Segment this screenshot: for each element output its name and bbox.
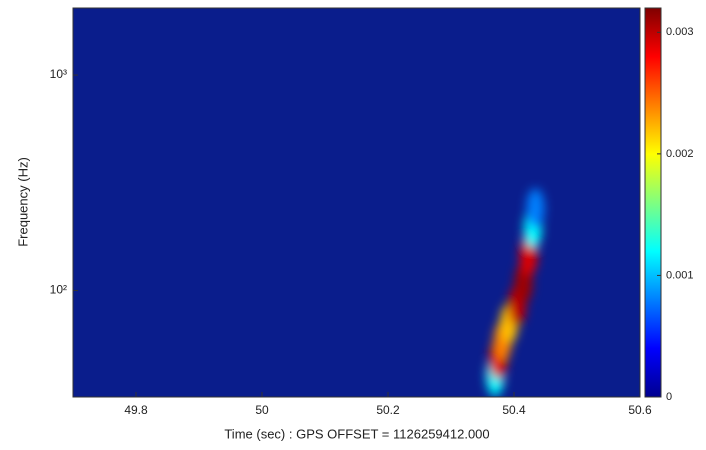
x-axis-label: Time (sec) : GPS OFFSET = 1126259412.000 bbox=[224, 426, 489, 441]
colorbar-tick-label: 0.001 bbox=[666, 269, 694, 281]
x-tick-label: 49.8 bbox=[124, 403, 148, 417]
colorbar-tick-label: 0.002 bbox=[666, 148, 694, 160]
y-tick-label: 10³ bbox=[50, 67, 67, 81]
colorbar bbox=[644, 7, 662, 398]
y-axis-label: Frequency (Hz) bbox=[15, 157, 30, 247]
spectrogram-blob bbox=[526, 188, 545, 229]
plot-frame bbox=[72, 7, 641, 398]
x-tick-label: 50.2 bbox=[376, 403, 400, 417]
colorbar-tick-label: 0.003 bbox=[666, 26, 694, 38]
x-tick-label: 50.4 bbox=[502, 403, 526, 417]
y-tick-label: 10² bbox=[50, 283, 67, 297]
plot-background bbox=[73, 8, 640, 397]
colorbar-tick-label: 0 bbox=[666, 391, 672, 403]
spectrogram-marks bbox=[486, 188, 545, 397]
x-tick-label: 50 bbox=[255, 403, 269, 417]
x-tick-label: 50.6 bbox=[628, 403, 652, 417]
